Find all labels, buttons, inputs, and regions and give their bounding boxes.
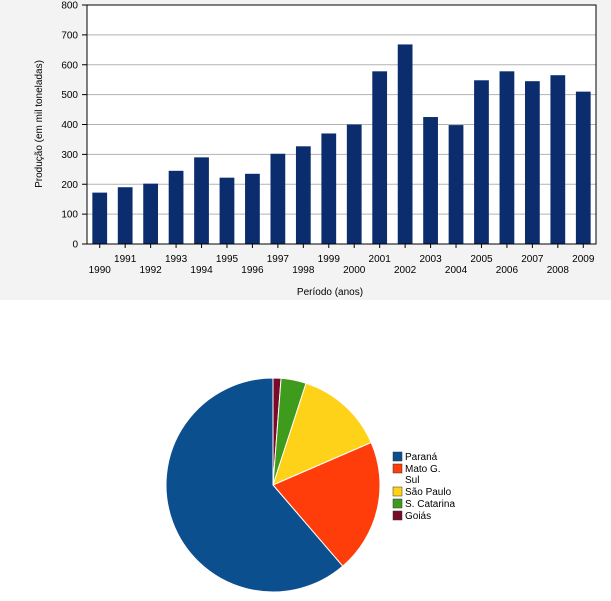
legend-label: Mato G. [405, 464, 441, 475]
x-tick-label: 2006 [496, 265, 519, 276]
bar [372, 71, 388, 244]
legend-swatch [392, 451, 403, 462]
legend-label: S. Catarina [405, 499, 455, 510]
bar [423, 117, 438, 244]
x-tick-label: 1996 [241, 265, 264, 276]
x-tick-label: 1991 [114, 254, 137, 265]
y-tick-label: 700 [61, 30, 78, 41]
bar [92, 192, 108, 244]
bar [575, 91, 591, 244]
x-tick-labels: 1990199119921993199419951996199719981999… [89, 254, 595, 276]
bars [92, 44, 591, 245]
bar [499, 71, 515, 244]
x-tick-label: 1998 [292, 265, 315, 276]
x-tick-label: 1993 [165, 254, 188, 265]
x-tick-label: 2009 [572, 254, 595, 265]
bar [474, 80, 489, 244]
legend-swatch [392, 510, 403, 521]
x-tick-label: 1995 [216, 254, 239, 265]
x-tick-label: 2004 [445, 265, 468, 276]
bar [245, 173, 260, 244]
x-tick-label: 2003 [419, 254, 442, 265]
legend-label: São Paulo [405, 487, 452, 498]
legend-label: Paraná [405, 452, 438, 463]
pie-slice [272, 441, 381, 567]
y-tick-label: 800 [61, 1, 78, 12]
bar [295, 146, 311, 244]
x-tick-label: 2008 [547, 265, 570, 276]
x-tick-label: 1999 [318, 254, 341, 265]
legend-swatch [392, 498, 403, 509]
bar [270, 153, 286, 244]
bar [194, 157, 209, 244]
plot-frame [86, 4, 597, 245]
bar [524, 81, 540, 245]
legend-label: Goiás [405, 511, 431, 522]
legend-label: Sul [405, 475, 419, 486]
bar [397, 44, 413, 245]
pie-slice [272, 382, 372, 486]
axes [82, 4, 597, 248]
bar [346, 124, 362, 244]
grid-lines [87, 4, 596, 245]
bar [550, 75, 566, 244]
x-tick-label: 1997 [267, 254, 290, 265]
y-tick-label: 500 [61, 90, 78, 101]
y-tick-label: 0 [72, 240, 78, 251]
x-tick-label: 2007 [521, 254, 544, 265]
x-tick-label: 2002 [394, 265, 417, 276]
y-tick-label: 200 [61, 180, 78, 191]
pie-slice [165, 377, 344, 593]
y-tick-label: 100 [61, 210, 78, 221]
x-tick-label: 2001 [369, 254, 392, 265]
bar [143, 183, 159, 244]
x-tick-label: 1994 [190, 265, 213, 276]
y-tick-labels: 0 100 200 300 400 500 600 700 800 [61, 1, 78, 251]
pie-slices [165, 377, 381, 593]
y-tick-label: 600 [61, 60, 78, 71]
bar [448, 125, 464, 244]
y-tick-label: 300 [61, 150, 78, 161]
bar [321, 133, 337, 244]
x-axis-title: Período (anos) [297, 287, 363, 298]
y-axis-title: Produção (em mil toneladas) [34, 60, 45, 188]
bar [219, 177, 235, 244]
legend-swatch [392, 463, 403, 474]
bar [117, 187, 133, 244]
legend-swatch [392, 486, 403, 497]
bar [168, 170, 184, 244]
x-tick-label: 2005 [470, 254, 493, 265]
y-tick-label: 400 [61, 120, 78, 131]
bar-chart-panel: 0 100 200 300 400 500 600 700 800 1990 1991 1992 19… [0, 0, 611, 300]
x-tick-label: 2000 [343, 265, 366, 276]
x-tick-label: 1992 [140, 265, 163, 276]
x-tick-label: 1990 [89, 265, 112, 276]
